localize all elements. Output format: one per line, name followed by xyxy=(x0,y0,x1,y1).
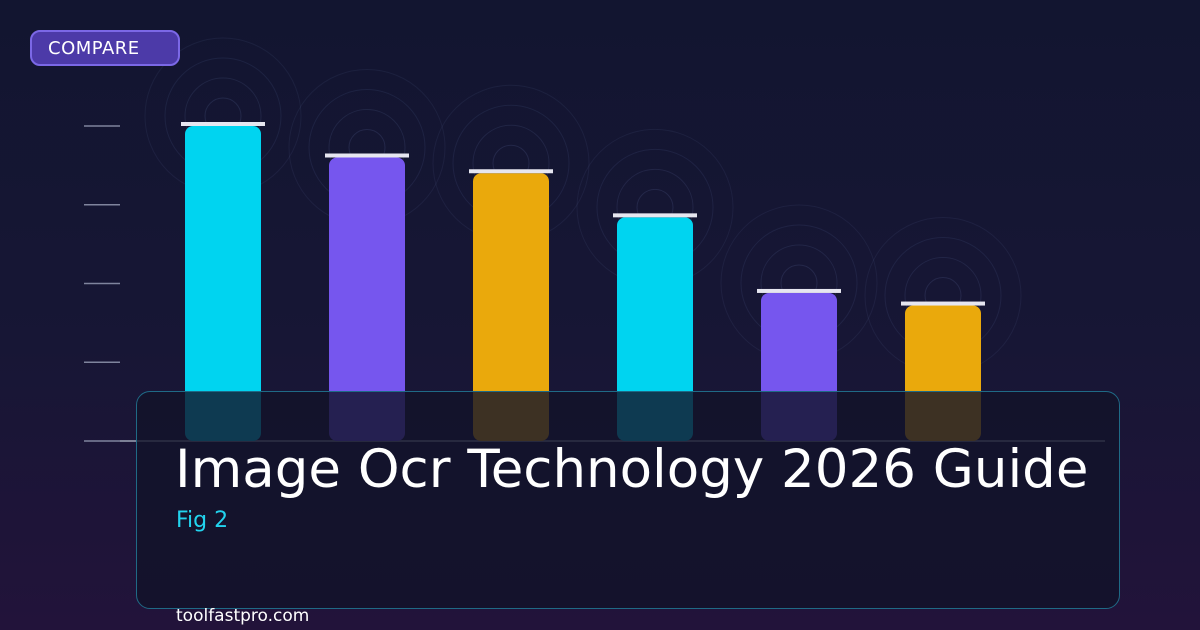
compare-badge: COMPARE xyxy=(30,30,180,66)
figure-caption: Fig 2 xyxy=(176,508,229,533)
bar-cap-2 xyxy=(325,153,409,158)
bar-3 xyxy=(473,173,549,441)
bar-cap-6 xyxy=(901,301,985,306)
bar-cap-5 xyxy=(757,288,841,293)
bar-cap-3 xyxy=(469,169,553,174)
bar-cap-1 xyxy=(181,122,265,126)
title-panel xyxy=(136,391,1120,609)
bar-cap-4 xyxy=(613,213,697,218)
page-title: Image Ocr Technology 2026 Guide xyxy=(175,439,1089,500)
bar-2 xyxy=(329,157,405,441)
bar-4 xyxy=(617,217,693,441)
bar-1 xyxy=(185,126,261,441)
site-url: toolfastpro.com xyxy=(176,606,310,626)
